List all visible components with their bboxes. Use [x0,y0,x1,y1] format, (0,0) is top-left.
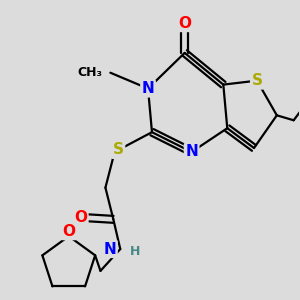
Text: N: N [103,242,116,256]
Text: S: S [113,142,124,158]
Text: O: O [62,224,75,239]
Text: H: H [130,244,141,258]
Text: S: S [251,73,262,88]
Text: CH₃: CH₃ [77,66,102,79]
Text: N: N [142,81,154,96]
Text: N: N [185,145,198,160]
Text: O: O [74,210,87,225]
Text: O: O [178,16,191,31]
